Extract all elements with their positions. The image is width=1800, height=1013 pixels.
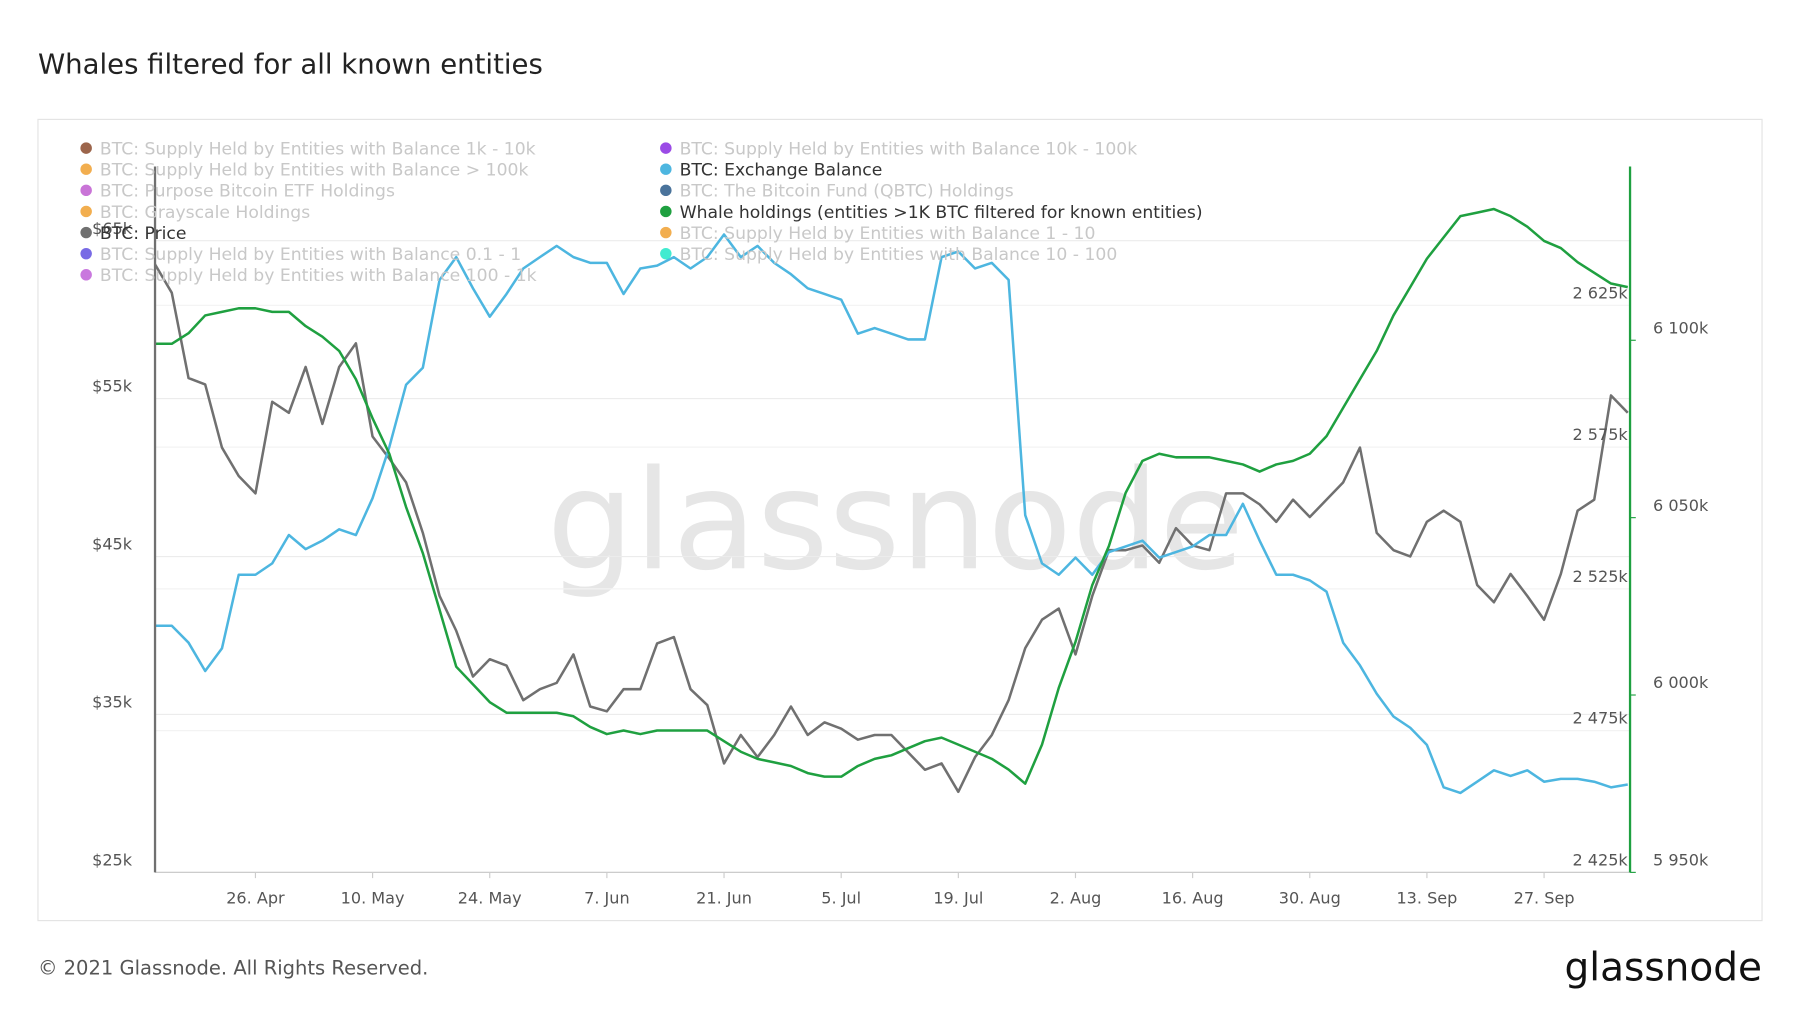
y-tick-label: $35k bbox=[92, 693, 133, 712]
legend-marker bbox=[660, 184, 672, 197]
legend-marker bbox=[660, 142, 672, 154]
legend-marker bbox=[660, 205, 672, 218]
series-line bbox=[155, 207, 1629, 785]
y2-tick-label: 2 475k bbox=[1572, 709, 1628, 728]
series-line bbox=[153, 263, 1629, 794]
x-tick-label: 7. Jun bbox=[584, 888, 630, 907]
x-tick-label: 24. May bbox=[458, 888, 522, 907]
legend-marker bbox=[80, 205, 92, 218]
y-tick-label: $45k bbox=[92, 535, 133, 554]
watermark: glassnode bbox=[547, 441, 1244, 601]
legend-marker bbox=[80, 269, 92, 281]
y3-tick-label: 6 000k bbox=[1653, 673, 1709, 692]
legend-marker bbox=[80, 163, 92, 175]
y3-tick-label: 6 050k bbox=[1653, 496, 1709, 515]
axes: $25k $35k $45k $55k $65k 2 425k 2 475k 2 525k 2 … bbox=[92, 166, 1709, 907]
legend-label: BTC: Supply Held by Entities with Balanc… bbox=[680, 245, 1118, 265]
y-tick-label: $25k bbox=[92, 850, 133, 869]
x-tick-label: 27. Sep bbox=[1514, 888, 1575, 907]
y2-tick-label: 2 575k bbox=[1572, 425, 1628, 444]
legend: BTC: Supply Held by Entities with Balanc… bbox=[80, 139, 1203, 286]
x-tick-label: 21. Jun bbox=[696, 888, 752, 907]
legend-marker bbox=[80, 184, 92, 197]
legend-label: BTC: Supply Held by Entities with Balanc… bbox=[680, 224, 1096, 244]
x-tick-label: 19. Jul bbox=[933, 888, 983, 907]
chart-frame bbox=[37, 118, 1763, 922]
chart-title: Whales filtered for all known entities bbox=[38, 48, 543, 80]
legend-label: BTC: Supply Held by Entities with Balanc… bbox=[100, 161, 529, 181]
copyright: © 2021 Glassnode. All Rights Reserved. bbox=[38, 957, 428, 980]
x-tick-label: 30. Aug bbox=[1279, 888, 1341, 907]
y-tick-label: $65k bbox=[92, 219, 133, 238]
legend-marker bbox=[80, 226, 92, 239]
x-tick-label: 2. Aug bbox=[1050, 888, 1102, 907]
x-tick-label: 16. Aug bbox=[1162, 888, 1224, 907]
legend-label: BTC: Purpose Bitcoin ETF Holdings bbox=[100, 182, 395, 202]
plot bbox=[153, 207, 1629, 795]
legend-marker bbox=[660, 247, 672, 260]
y3-tick-label: 6 100k bbox=[1653, 318, 1709, 337]
legend-label: BTC: Price bbox=[100, 224, 187, 244]
legend-label: BTC: Exchange Balance bbox=[680, 161, 883, 181]
x-tick-label: 5. Jul bbox=[821, 888, 861, 907]
y2-tick-label: 2 625k bbox=[1572, 283, 1628, 302]
legend-label: Whale holdings (entities >1K BTC filtere… bbox=[680, 203, 1203, 223]
y2-tick-label: 2 525k bbox=[1572, 567, 1628, 586]
x-tick-label: 13. Sep bbox=[1396, 888, 1457, 907]
legend-marker bbox=[660, 226, 672, 239]
legend-label: BTC: Supply Held by Entities with Balanc… bbox=[100, 139, 536, 159]
y2-tick-label: 2 425k bbox=[1572, 850, 1628, 869]
legend-label: BTC: Supply Held by Entities with Balanc… bbox=[100, 245, 521, 265]
series-line bbox=[155, 233, 1628, 795]
y-tick-label: $55k bbox=[92, 377, 133, 396]
legend-marker bbox=[80, 142, 92, 154]
logo: glassnode bbox=[1565, 945, 1763, 990]
legend-marker bbox=[80, 247, 92, 260]
legend-label: BTC: Supply Held by Entities with Balanc… bbox=[100, 266, 537, 286]
legend-label: BTC: The Bitcoin Fund (QBTC) Holdings bbox=[680, 182, 1014, 202]
legend-marker bbox=[660, 163, 672, 175]
y3-tick-label: 5 950k bbox=[1653, 850, 1709, 869]
x-tick-label: 26. Apr bbox=[226, 888, 285, 907]
x-tick-label: 10. May bbox=[341, 888, 405, 907]
legend-label: BTC: Grayscale Holdings bbox=[100, 203, 310, 223]
legend-label: BTC: Supply Held by Entities with Balanc… bbox=[680, 139, 1138, 159]
